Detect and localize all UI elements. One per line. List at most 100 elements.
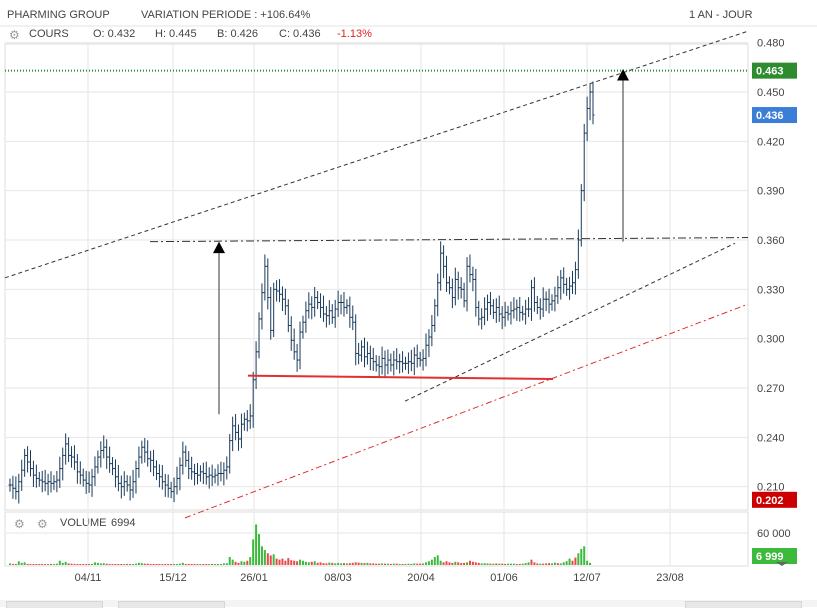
y-tick-label: 0.330 <box>757 284 785 296</box>
volume-bar <box>164 564 167 565</box>
volume-bar <box>559 563 562 565</box>
bottom-scrollbar[interactable] <box>0 600 817 607</box>
volume-bar <box>114 564 117 565</box>
price-legend: ⚙ COURS O: 0.432 H: 0.445 B: 0.426 C: 0.… <box>0 26 748 44</box>
volume-bar <box>17 561 20 565</box>
volume-bar <box>91 563 94 565</box>
volume-bar <box>64 561 67 565</box>
volume-bar <box>430 559 433 565</box>
close-value: C: 0.436 <box>279 28 321 40</box>
volume-bar <box>137 562 140 565</box>
volume-bar <box>448 562 451 565</box>
volume-bar <box>252 539 255 565</box>
volume-bar <box>313 561 316 565</box>
volume-bar <box>231 559 234 565</box>
volume-bar <box>134 563 137 565</box>
arrow-head <box>617 68 629 81</box>
volume-bar <box>193 563 196 565</box>
gear-icon[interactable]: ⚙ <box>9 28 20 42</box>
high-value: H: 0.445 <box>155 28 197 40</box>
low-price-badge <box>752 491 797 508</box>
volume-bar <box>96 562 99 565</box>
bottom-tab[interactable] <box>118 601 225 608</box>
volume-bar <box>11 563 14 565</box>
volume-bar <box>492 563 495 565</box>
volume-bar <box>287 558 290 565</box>
volume-bar <box>460 563 463 565</box>
volume-bar <box>471 561 474 565</box>
bottom-tab[interactable] <box>6 601 103 608</box>
volume-bar <box>102 563 105 565</box>
volume-bar <box>132 564 135 565</box>
volume-bar <box>47 564 50 565</box>
volume-badge <box>752 548 797 564</box>
volume-bar <box>413 563 416 565</box>
y-tick-label: 0.300 <box>757 334 785 346</box>
volume-bar <box>26 563 29 565</box>
lower-channel-line <box>404 242 736 402</box>
neckline <box>149 237 749 243</box>
volume-bar <box>345 563 348 565</box>
volume-bar <box>190 564 193 565</box>
volume-bar <box>41 563 44 565</box>
volume-bar <box>357 562 360 565</box>
volume-bar <box>178 563 181 565</box>
volume-bar <box>419 563 422 565</box>
volume-bar <box>586 560 589 565</box>
volume-bar <box>507 563 510 565</box>
volume-bar <box>50 563 53 565</box>
volume-bar <box>93 562 96 565</box>
volume-settings-icon[interactable]: ⚙ <box>14 517 25 531</box>
volume-bar <box>480 563 483 565</box>
volume-bar <box>454 561 457 565</box>
volume-bar <box>272 554 275 565</box>
volume-bar <box>342 563 345 565</box>
volume-bar <box>129 564 132 565</box>
volume-bar <box>290 560 293 565</box>
volume-bar <box>281 558 284 565</box>
volume-bar <box>173 564 176 565</box>
volume-scale-icon <box>776 562 788 566</box>
volume-bar <box>583 546 586 565</box>
arrow-head <box>213 241 225 254</box>
volume-bar <box>340 563 343 565</box>
period-selector[interactable]: 1 AN - JOUR <box>689 9 753 21</box>
volume-bar <box>202 564 205 565</box>
volume-bar <box>23 562 26 565</box>
volume-bar <box>348 563 351 565</box>
volume-legend: ⚙ ⚙ VOLUME 6994 <box>0 516 200 532</box>
volume-bar <box>20 562 23 565</box>
volume-bar <box>55 563 58 565</box>
price-panel <box>4 43 749 511</box>
volume-bar <box>143 563 146 565</box>
volume-bar <box>70 563 73 565</box>
instrument-name: PHARMING GROUP <box>7 9 110 21</box>
y-tick-label: 0.240 <box>757 432 785 444</box>
volume-bar <box>79 564 82 565</box>
volume-bar <box>539 563 542 565</box>
resistance-badge-label: 0.463 <box>756 66 784 78</box>
volume-bar <box>483 563 486 565</box>
volume-bar <box>214 564 217 565</box>
y-tick-label: 0.270 <box>757 383 785 395</box>
volume-bar <box>82 564 85 565</box>
volume-bar <box>246 560 249 565</box>
volume-bar <box>489 563 492 565</box>
volume-bar <box>556 563 559 565</box>
volume-bar <box>445 561 448 565</box>
volume-bar <box>146 563 149 565</box>
volume-bar <box>237 562 240 565</box>
gear-icon[interactable]: ⚙ <box>37 517 48 531</box>
volume-bar <box>217 564 220 565</box>
volume-bar <box>392 563 395 565</box>
volume-bar <box>108 563 111 565</box>
bottom-tab[interactable] <box>685 601 802 608</box>
volume-bar <box>243 561 246 565</box>
volume-bar <box>354 562 357 565</box>
volume-bar <box>196 564 199 565</box>
volume-bar <box>105 563 108 565</box>
volume-bar <box>161 564 164 565</box>
volume-bar <box>9 563 11 565</box>
volume-bar <box>263 550 266 565</box>
